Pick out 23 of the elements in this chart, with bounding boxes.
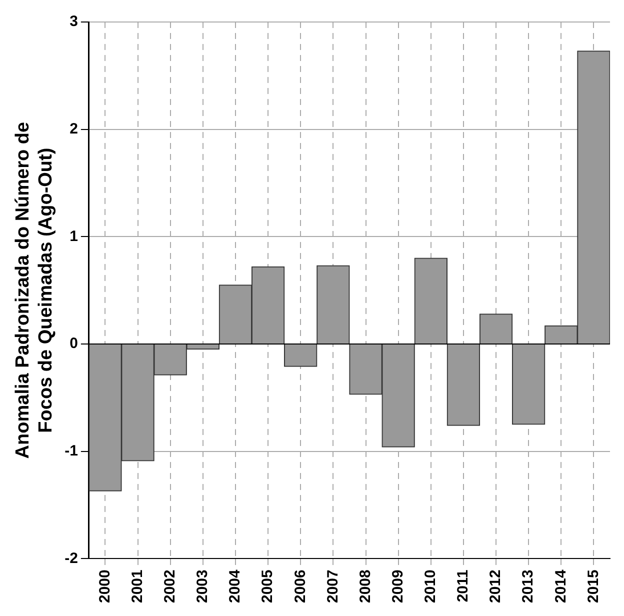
y-tick-label: -2 — [64, 550, 78, 567]
x-tick-label: 2001 — [128, 570, 146, 604]
x-tick-label: 2014 — [552, 568, 570, 604]
x-tick-label: 2007 — [324, 570, 342, 604]
x-tick-label: 2006 — [292, 570, 309, 604]
y-tick-label: 0 — [70, 335, 78, 352]
y-tick-label: -1 — [64, 442, 78, 460]
x-tick-label: 2015 — [584, 570, 602, 604]
x-tick-label: 2010 — [422, 570, 440, 604]
y-tick-label: 3 — [70, 13, 78, 30]
x-tick-label: 2011 — [454, 570, 472, 602]
x-tick-label: 2013 — [520, 570, 537, 604]
x-tick-label: 2003 — [194, 570, 212, 604]
x-tick-label: 2008 — [356, 570, 374, 604]
y-axis-title: Anomalia Padronizada do Número de Focos de Queimadas (Ago-Out) — [12, 122, 56, 459]
x-tick-label: 2004 — [226, 568, 244, 604]
x-tick-label: 2012 — [487, 570, 504, 604]
x-tick-label: 2000 — [96, 570, 114, 604]
x-tick-label: 2009 — [389, 570, 406, 604]
y-tick-label: 1 — [70, 228, 78, 245]
x-tick-label: 2002 — [161, 570, 178, 604]
x-tick-label: 2005 — [259, 570, 276, 604]
y-tick-label: 2 — [70, 120, 78, 138]
